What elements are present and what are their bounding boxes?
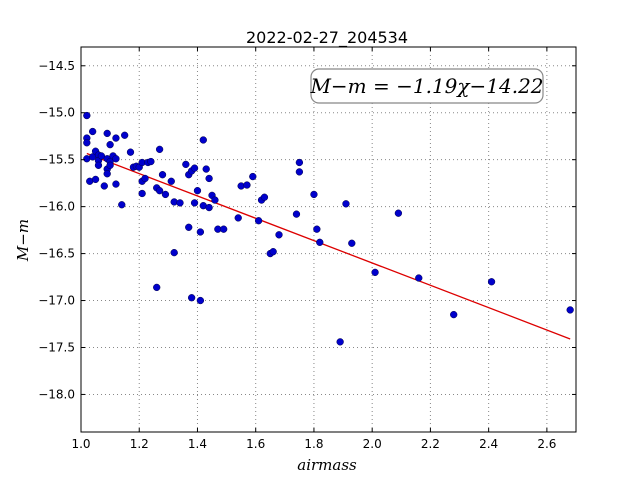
annotation-text: M−m = −1.19χ−14.22	[309, 74, 543, 98]
data-point	[155, 187, 164, 195]
data-point	[182, 160, 190, 169]
data-point	[313, 225, 321, 233]
data-point	[316, 238, 324, 246]
data-point	[394, 209, 403, 217]
x-axis-label: airmass	[297, 456, 357, 474]
data-point	[158, 171, 167, 179]
data-point	[112, 134, 120, 142]
data-point	[566, 306, 574, 314]
data-point	[155, 145, 164, 154]
data-point	[275, 231, 283, 239]
chart-title: 2022-02-27_204534	[246, 28, 408, 48]
x-tick-label: 1.0	[71, 437, 90, 451]
data-point	[112, 155, 120, 163]
plot-background	[81, 47, 576, 432]
data-point	[112, 180, 120, 188]
data-point	[103, 129, 111, 138]
data-point	[199, 136, 207, 144]
y-tick-label: −14.5	[38, 59, 75, 73]
data-point	[205, 174, 213, 183]
data-point	[83, 139, 91, 147]
x-tick-label: 1.6	[246, 437, 265, 451]
data-point	[211, 196, 219, 204]
data-point	[295, 168, 304, 176]
data-point	[153, 283, 161, 292]
y-tick-label: −16.0	[38, 200, 75, 214]
data-point	[450, 310, 458, 319]
data-point	[371, 268, 379, 277]
data-point	[118, 201, 126, 209]
data-point	[249, 172, 257, 181]
fit-line	[86, 152, 571, 340]
data-points	[83, 111, 574, 346]
data-point	[100, 182, 108, 190]
data-point	[243, 181, 251, 189]
data-point	[170, 248, 178, 257]
data-point	[269, 248, 277, 256]
data-point	[141, 174, 149, 183]
plot-frame	[80, 46, 577, 433]
data-point	[126, 148, 135, 156]
data-point	[336, 338, 344, 346]
data-point	[348, 239, 356, 247]
y-tick-label: −17.5	[38, 340, 75, 354]
data-point	[103, 170, 111, 178]
y-axis-ticks: −14.5 −15.0 −15.5 −16.0 −16.5 −17.0 −17.5 −18.0	[38, 59, 576, 401]
data-point	[295, 158, 304, 167]
x-tick-label: 2.6	[537, 437, 556, 451]
data-point	[106, 161, 114, 169]
data-point	[176, 199, 184, 207]
x-tick-label: 1.8	[304, 437, 323, 451]
fit-annotation: M−m = −1.19χ−14.22	[309, 68, 544, 104]
y-axis-label: M−m	[14, 219, 32, 262]
data-point	[121, 131, 129, 139]
data-point	[342, 200, 350, 208]
data-point	[415, 274, 423, 282]
y-tick-label: −17.0	[38, 294, 75, 308]
annotation-box	[310, 68, 544, 104]
data-point	[196, 228, 205, 236]
data-point	[310, 190, 318, 199]
fit-line-group	[86, 152, 571, 340]
data-point	[94, 161, 103, 169]
x-tick-label: 1.4	[188, 437, 207, 451]
data-point	[106, 141, 114, 149]
data-point	[147, 157, 155, 166]
data-point	[260, 193, 269, 201]
data-point	[220, 225, 228, 233]
grid-lines	[80, 47, 576, 432]
y-tick-label: −15.5	[38, 153, 75, 167]
data-point	[161, 190, 170, 199]
data-point	[97, 152, 106, 160]
data-point	[254, 217, 263, 225]
x-tick-label: 2.2	[421, 437, 440, 451]
x-axis-ticks: 1.0 1.2 1.4 1.6 1.8 2.0 2.2 2.4 2.6	[71, 47, 556, 451]
data-point	[167, 177, 175, 185]
data-point	[202, 165, 210, 173]
data-point	[187, 294, 196, 302]
x-tick-label: 1.2	[130, 437, 149, 451]
y-tick-label: −18.0	[38, 387, 75, 401]
data-point	[91, 175, 100, 184]
y-tick-label: −16.5	[38, 247, 75, 261]
data-point	[185, 223, 193, 231]
data-point	[190, 164, 199, 172]
data-point	[193, 187, 202, 195]
data-point	[292, 210, 301, 218]
x-tick-label: 2.0	[363, 437, 382, 451]
x-tick-label: 2.4	[479, 437, 498, 451]
data-point	[83, 111, 91, 120]
data-point	[487, 278, 496, 286]
data-point	[205, 203, 213, 212]
data-point	[196, 296, 205, 305]
data-point	[234, 214, 242, 222]
y-tick-label: −15.0	[38, 106, 75, 120]
data-point	[190, 199, 199, 207]
data-point	[88, 127, 97, 136]
data-point	[138, 189, 146, 198]
